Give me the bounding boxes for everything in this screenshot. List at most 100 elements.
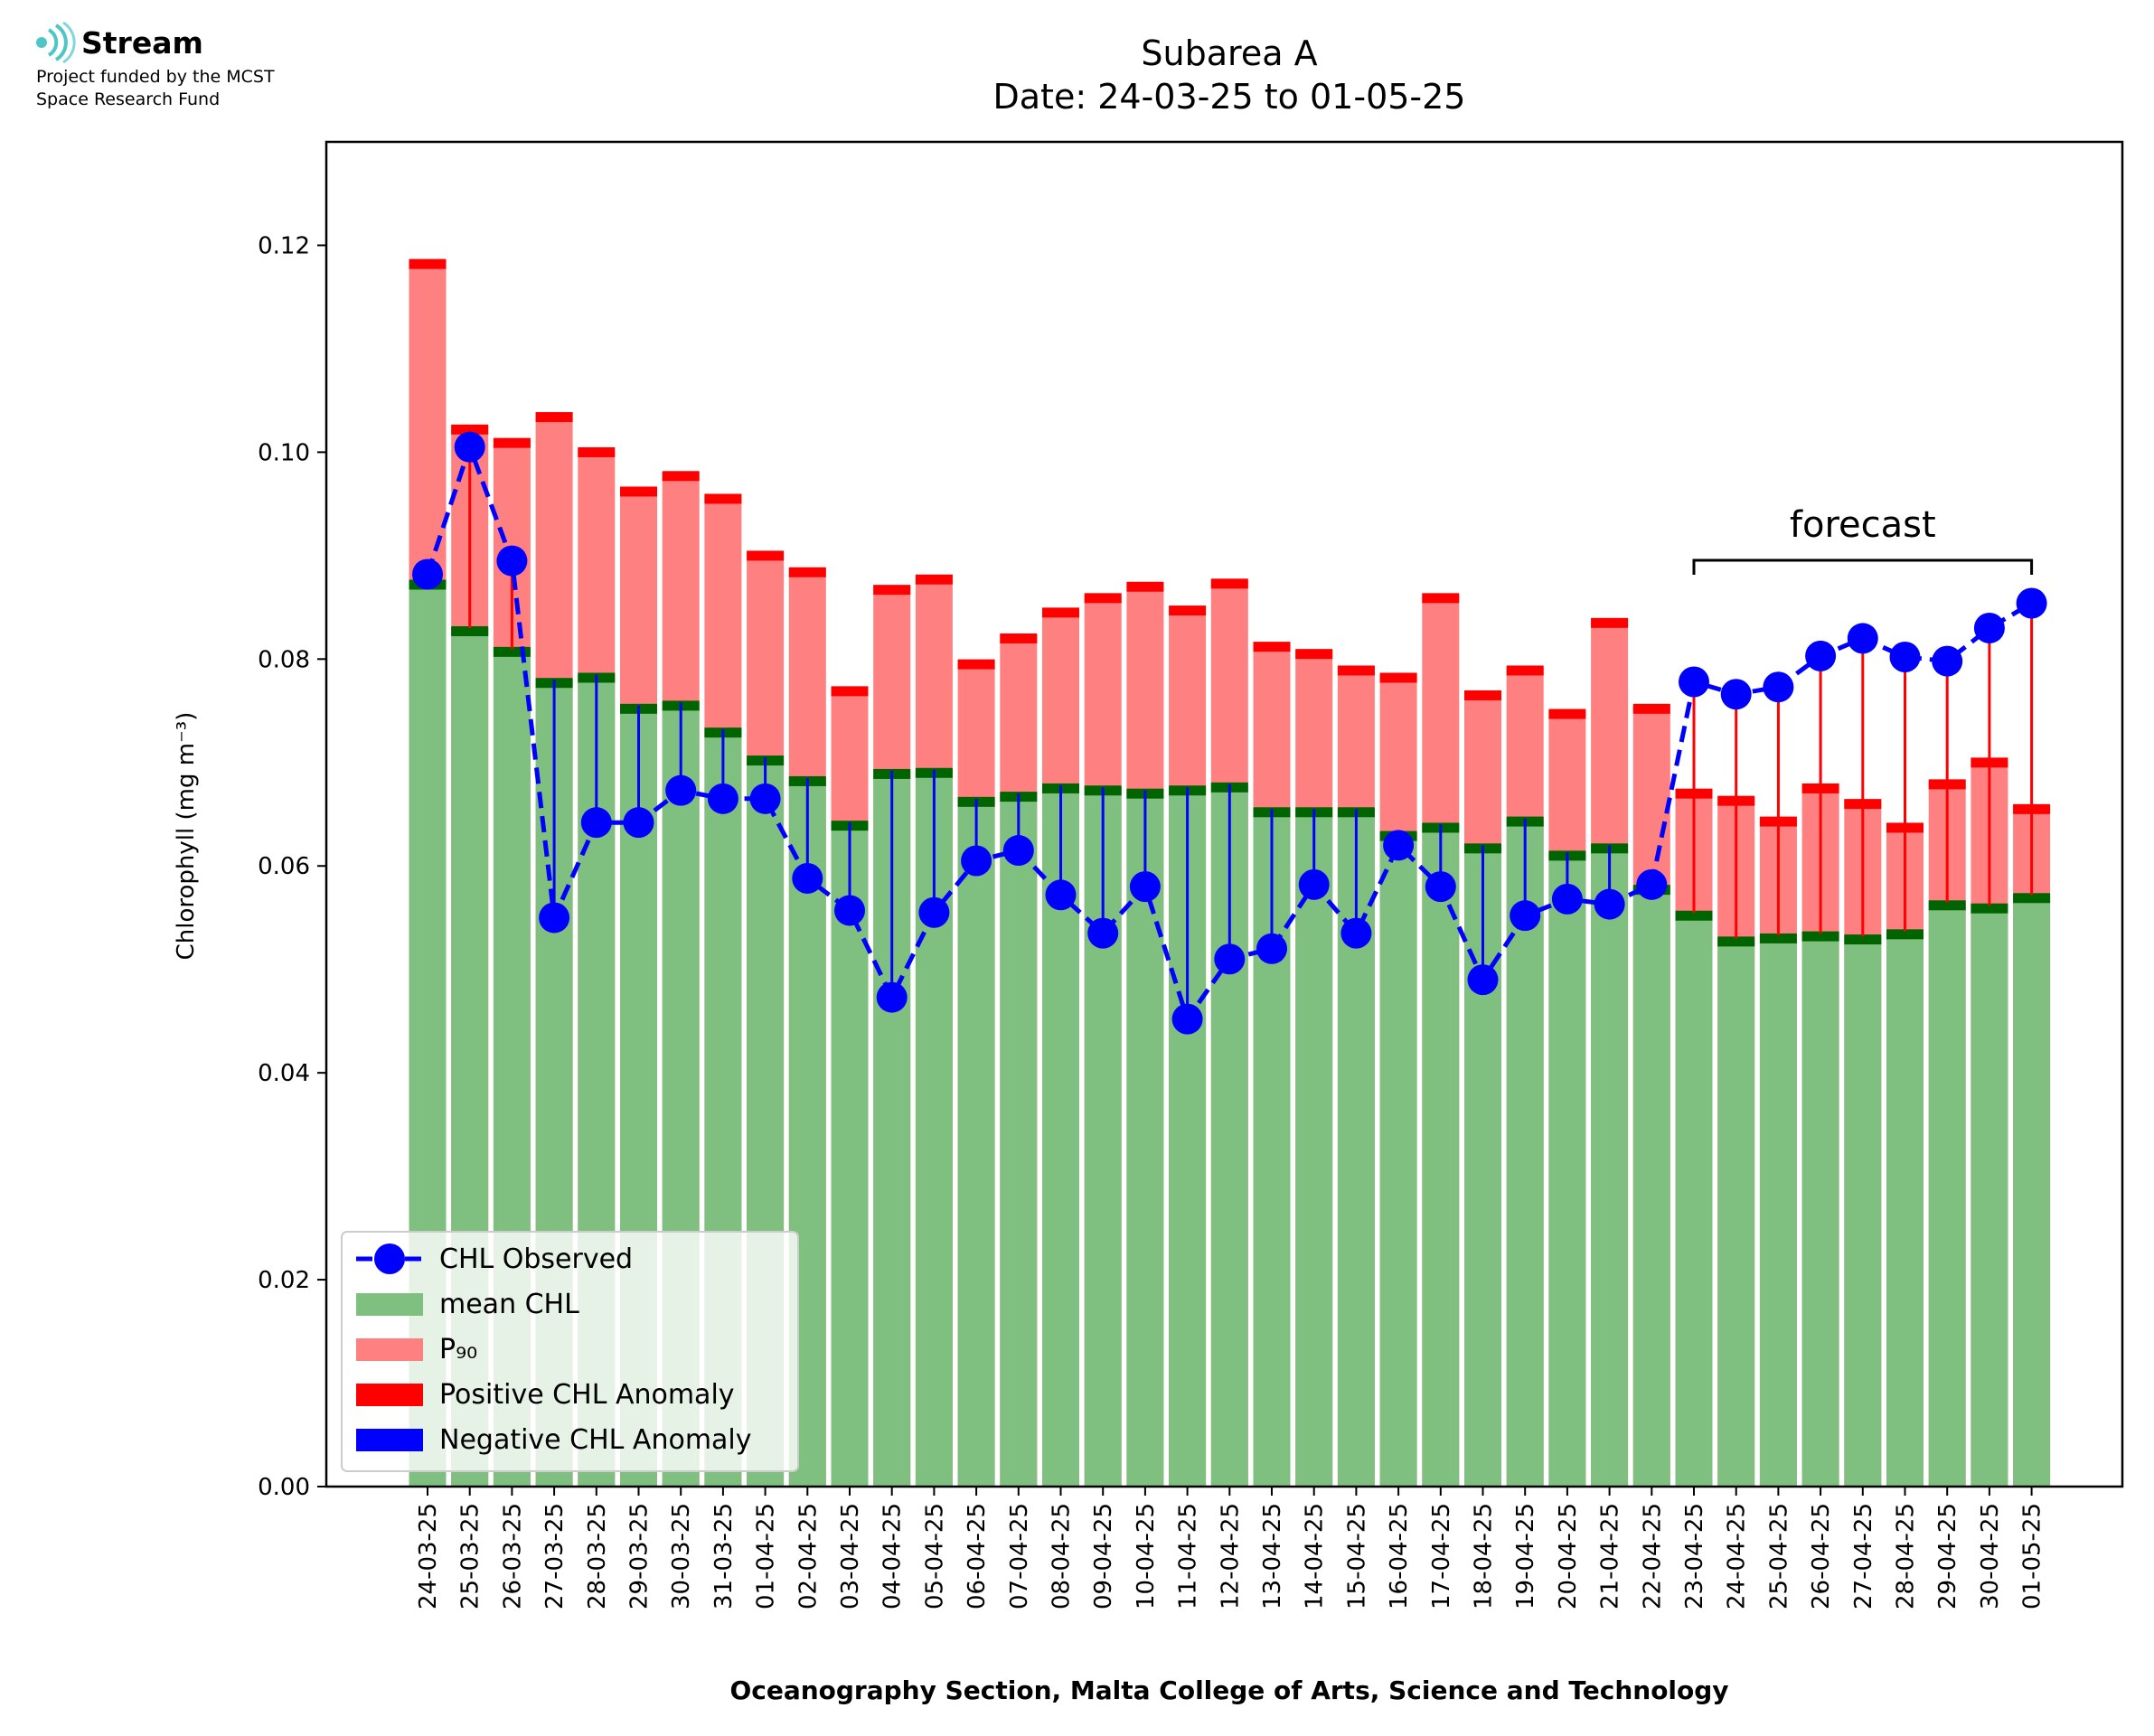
p90-cap [1591, 617, 1629, 628]
p90-cap [1042, 607, 1079, 618]
observed-chl-point [1002, 835, 1034, 867]
observed-chl-point [1214, 943, 1246, 975]
p90-cap [788, 567, 826, 577]
observed-chl-point [665, 774, 697, 806]
legend-label: Positive CHL Anomaly [439, 1379, 735, 1411]
legend-swatch-patch [356, 1384, 423, 1406]
x-tick-label: 22-04-25 [1639, 1503, 1666, 1609]
x-tick-label: 16-04-25 [1386, 1503, 1413, 1609]
mean-chl-bar [1971, 905, 2008, 1487]
observed-chl-point [623, 807, 654, 839]
p90-cap [535, 412, 573, 423]
mean-chl-bar [831, 822, 869, 1487]
x-tick-label: 01-05-25 [2019, 1503, 2046, 1609]
x-tick-label: 14-04-25 [1302, 1503, 1329, 1609]
p90-cap [493, 437, 531, 448]
y-tick-label: 0.00 [258, 1474, 310, 1501]
x-tick-label: 01-04-25 [753, 1503, 780, 1609]
chart-title: Subarea A [1141, 33, 1317, 73]
mean-chl-cap [2013, 893, 2051, 904]
y-tick-label: 0.10 [258, 439, 310, 466]
x-tick-label: 26-03-25 [499, 1503, 526, 1609]
legend-swatch-patch [356, 1429, 423, 1451]
observed-chl-point [1087, 917, 1119, 949]
mean-chl-bar [1717, 938, 1755, 1487]
x-tick-label: 20-04-25 [1555, 1503, 1582, 1609]
observed-chl-point [1129, 871, 1161, 903]
x-tick-label: 02-04-25 [795, 1503, 822, 1609]
logo-funding-line-1: Project funded by the MCST [36, 67, 275, 87]
observed-line-layer [412, 431, 2047, 1035]
observed-chl-point [1636, 868, 1668, 900]
x-tick-label: 31-03-25 [710, 1503, 738, 1609]
mean-chl-cap [1717, 936, 1755, 947]
mean-chl-cap [451, 625, 489, 636]
p90-cap [704, 493, 742, 504]
p90-cap [1126, 581, 1164, 592]
p90-cap [1422, 593, 1460, 604]
mean-chl-bar [1928, 902, 1966, 1487]
y-tick-label: 0.02 [258, 1267, 310, 1294]
y-axis-ticks: 0.00 0.02 0.04 0.06 0.08 0.10 0.12 [258, 232, 326, 1501]
observed-chl-point [454, 431, 485, 463]
y-tick-label: 0.04 [258, 1060, 310, 1087]
p90-cap [1210, 578, 1248, 589]
forecast-bracket [1692, 558, 2034, 575]
observed-chl-point [707, 783, 738, 814]
x-tick-label: 05-04-25 [921, 1503, 948, 1609]
stream-logo-icon [36, 22, 76, 63]
legend-label: mean CHL [439, 1289, 579, 1320]
x-tick-label: 08-04-25 [1049, 1503, 1076, 1609]
x-tick-label: 18-04-25 [1471, 1503, 1498, 1609]
y-tick-label: 0.06 [258, 853, 310, 880]
observed-chl-point [961, 845, 992, 877]
logo-funding-line-2: Space Research Fund [36, 89, 221, 109]
forecast-annotation: forecast [1692, 504, 2034, 575]
observed-chl-point [1425, 871, 1456, 903]
x-tick-label: 07-04-25 [1006, 1503, 1033, 1609]
legend: CHL Observed mean CHL P₉₀ Positive CHL Anom… [341, 1231, 799, 1472]
p90-cap [957, 659, 995, 670]
observed-chl-point [539, 902, 570, 934]
forecast-label: forecast [1790, 504, 1936, 546]
mean-chl-bar [1548, 852, 1586, 1487]
plot-frame [325, 140, 2124, 1488]
legend-label: P₉₀ [439, 1334, 477, 1365]
x-tick-label: 30-04-25 [1977, 1503, 2004, 1609]
x-tick-label: 30-03-25 [668, 1503, 695, 1609]
observed-chl-point [1847, 623, 1878, 654]
p90-cap [1084, 593, 1122, 604]
legend-label: Negative CHL Anomaly [439, 1424, 752, 1456]
logo-name: Stream [81, 25, 203, 61]
x-tick-label: 27-04-25 [1850, 1503, 1877, 1609]
p90-cap [409, 258, 447, 269]
x-tick-label: 19-04-25 [1512, 1503, 1539, 1609]
p90-cap [578, 446, 616, 457]
x-tick-label: 28-04-25 [1893, 1503, 1920, 1609]
p90-cap [1632, 703, 1670, 714]
x-tick-label: 29-04-25 [1934, 1503, 1961, 1609]
p90-cap [1506, 665, 1544, 676]
legend-swatch-marker [374, 1243, 405, 1274]
mean-chl-bar [1000, 793, 1038, 1487]
mean-chl-bar [1844, 936, 1882, 1487]
p90-cap [1379, 672, 1417, 683]
observed-chl-point [1340, 917, 1372, 949]
y-axis-label: Chlorophyll (mg m⁻³) [173, 712, 200, 961]
p90-cap [873, 585, 911, 596]
observed-chl-point [876, 981, 908, 1013]
mean-chl-bar [957, 798, 995, 1487]
x-tick-label: 28-03-25 [584, 1503, 611, 1609]
x-tick-label: 27-03-25 [541, 1503, 569, 1609]
x-axis-ticks: 24-03-25 25-03-25 26-03-25 27-03-25 28-03-25… [415, 1487, 2046, 1609]
legend-box [341, 1231, 799, 1472]
observed-chl-point [1932, 645, 1963, 677]
mean-chl-cap [1971, 903, 2008, 914]
observed-chl-point [1510, 900, 1541, 932]
observed-chl-point [1805, 640, 1837, 671]
mean-chl-cap [1801, 931, 1839, 942]
observed-chl-point [792, 862, 823, 894]
observed-chl-point [412, 558, 443, 590]
observed-chl-point [918, 896, 950, 928]
p90-cap [831, 686, 869, 697]
